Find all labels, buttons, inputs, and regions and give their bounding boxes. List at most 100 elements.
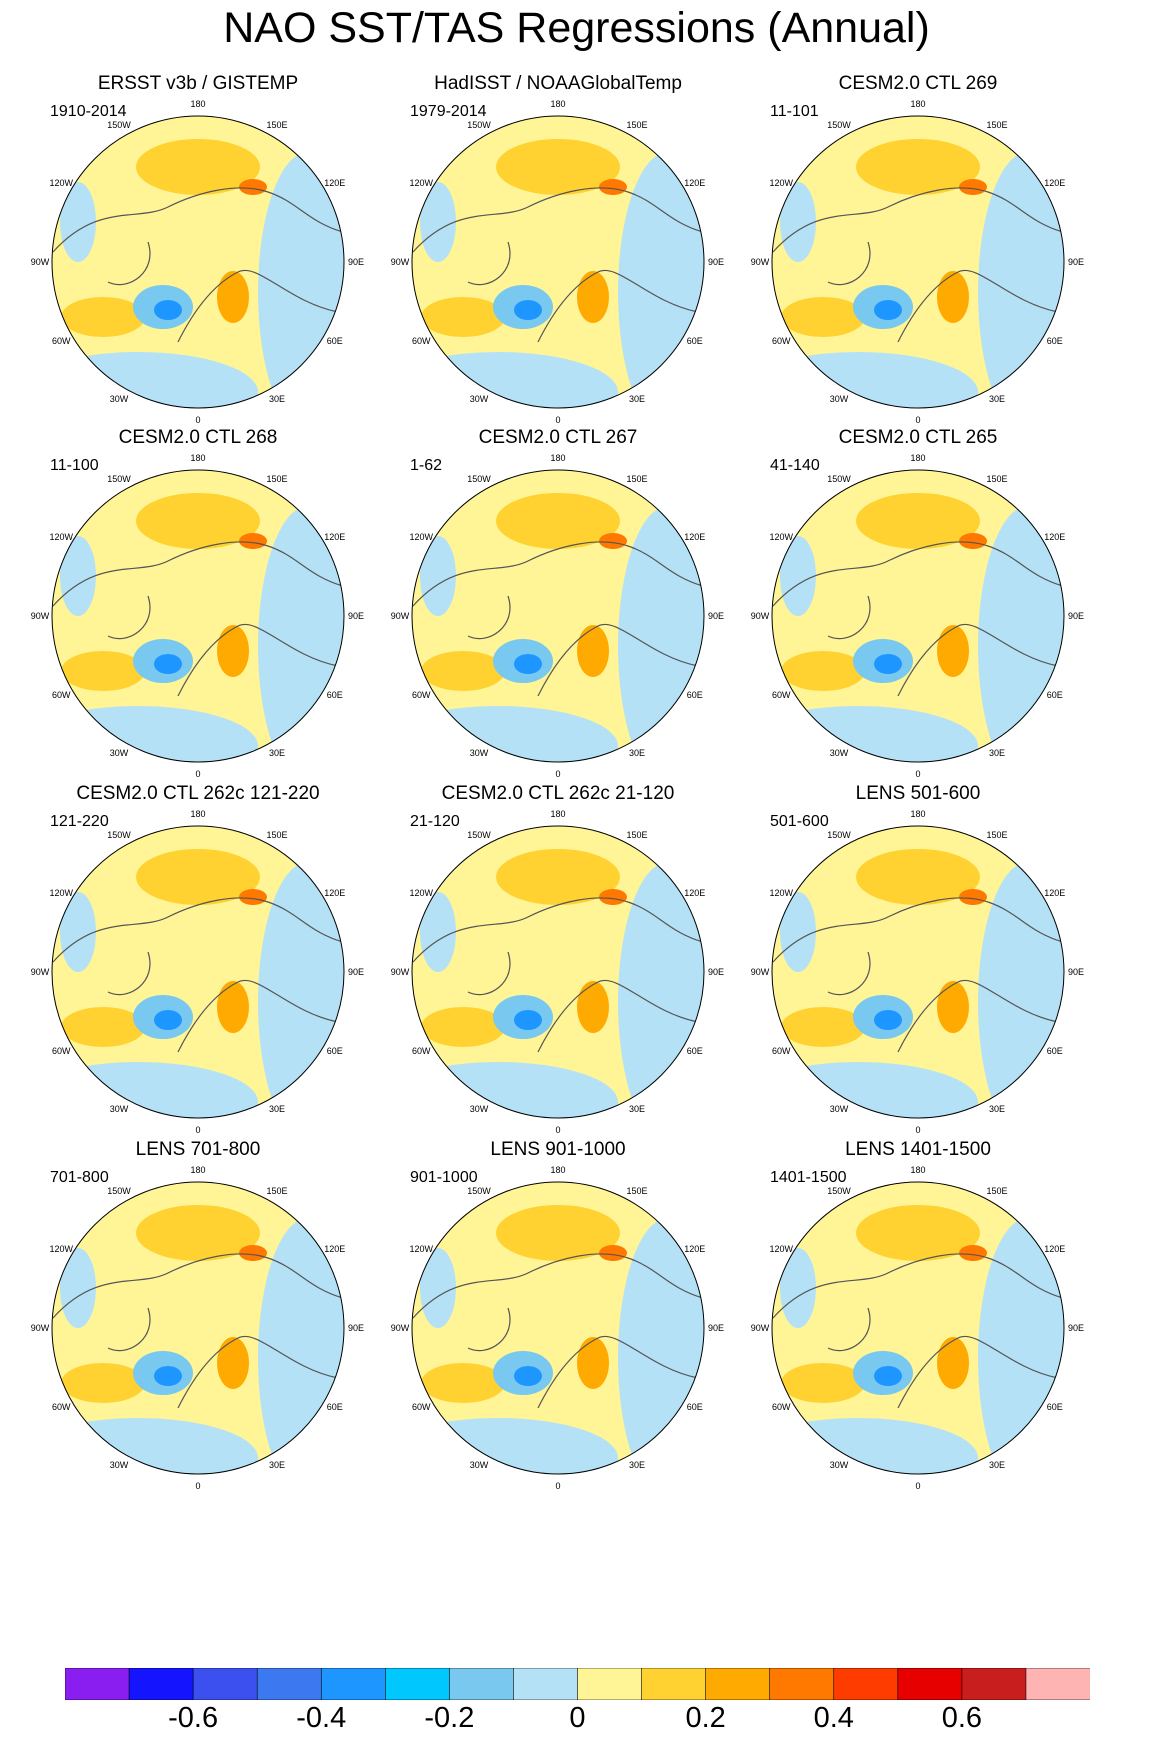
panel-period: 1-62 bbox=[410, 457, 443, 474]
longitude-label: 60E bbox=[1047, 1046, 1063, 1056]
colorbar-swatch bbox=[897, 1668, 963, 1700]
panel-period: 21-120 bbox=[410, 813, 460, 830]
longitude-label: 150W bbox=[107, 830, 131, 840]
anomaly-region bbox=[61, 297, 145, 337]
anomaly-region bbox=[856, 139, 980, 195]
longitude-label: 150E bbox=[626, 830, 647, 840]
longitude-label: 30E bbox=[629, 748, 645, 758]
anomaly-region bbox=[959, 889, 987, 905]
longitude-label: 0 bbox=[555, 769, 560, 779]
polar-map: 180 150E 120E 90E 60E 30E 0 30W 60W 90W 120W 150W bbox=[391, 1165, 724, 1491]
colorbar-swatch bbox=[577, 1668, 643, 1700]
anomaly-region bbox=[780, 1248, 816, 1328]
coastline bbox=[772, 897, 1064, 1053]
anomaly-region bbox=[239, 1245, 267, 1261]
longitude-label: 180 bbox=[550, 809, 565, 819]
map-border bbox=[411, 115, 705, 409]
longitude-label: 30E bbox=[989, 394, 1005, 404]
anomaly-region bbox=[937, 981, 969, 1033]
longitude-label: 120W bbox=[769, 1244, 793, 1254]
colorbar-swatch bbox=[320, 1668, 387, 1700]
longitude-label: 120W bbox=[409, 178, 433, 188]
longitude-label: 60W bbox=[52, 336, 71, 346]
anomaly-region bbox=[577, 271, 609, 323]
panel-period: 121-220 bbox=[50, 813, 109, 830]
longitude-label: 30W bbox=[470, 1460, 489, 1470]
anomaly-region bbox=[154, 300, 182, 320]
longitude-label: 120E bbox=[1044, 1244, 1065, 1254]
longitude-label: 60W bbox=[412, 336, 431, 346]
anomaly-region bbox=[61, 1363, 145, 1403]
anomaly-region bbox=[61, 1007, 145, 1047]
anomaly-region bbox=[599, 533, 627, 549]
longitude-label: 120W bbox=[49, 888, 73, 898]
longitude-label: 30E bbox=[269, 1460, 285, 1470]
panel-title: CESM2.0 CTL 262c 121-220 bbox=[76, 783, 320, 804]
longitude-label: 90E bbox=[1068, 257, 1084, 267]
coastline bbox=[772, 187, 1064, 343]
longitude-label: 120E bbox=[1044, 178, 1065, 188]
longitude-label: 150E bbox=[626, 120, 647, 130]
longitude-label: 60E bbox=[1047, 690, 1063, 700]
map-panel: 180 150E 120E 90E 60E 30E 0 30W 60W 90W 120W 150W ER… bbox=[18, 72, 378, 462]
anomaly-region bbox=[52, 352, 258, 408]
longitude-label: 30E bbox=[629, 394, 645, 404]
longitude-label: 30W bbox=[470, 748, 489, 758]
longitude-label: 150E bbox=[626, 1186, 647, 1196]
coastline bbox=[412, 897, 704, 1053]
longitude-label: 30W bbox=[470, 1104, 489, 1114]
longitude-label: 120E bbox=[324, 1244, 345, 1254]
polar-map: 180 150E 120E 90E 60E 30E 0 30W 60W 90W 120W 150W bbox=[391, 99, 724, 425]
anomaly-region bbox=[599, 889, 627, 905]
longitude-label: 90E bbox=[708, 257, 724, 267]
panel-title: CESM2.0 CTL 269 bbox=[838, 73, 998, 94]
panel-title: LENS 901-1000 bbox=[490, 1139, 626, 1160]
anomaly-region bbox=[239, 179, 267, 195]
panel-title: ERSST v3b / GISTEMP bbox=[97, 73, 299, 94]
colorbar-tick-label: 0 bbox=[569, 1702, 586, 1734]
coastline bbox=[52, 1253, 344, 1409]
anomaly-region bbox=[60, 182, 96, 262]
longitude-label: 60W bbox=[412, 690, 431, 700]
longitude-label: 120W bbox=[769, 888, 793, 898]
longitude-label: 90W bbox=[751, 967, 770, 977]
colorbar-swatch bbox=[449, 1668, 515, 1700]
longitude-label: 60W bbox=[772, 690, 791, 700]
longitude-label: 30W bbox=[110, 748, 129, 758]
longitude-label: 150W bbox=[107, 120, 131, 130]
longitude-label: 30E bbox=[989, 1460, 1005, 1470]
longitude-label: 120E bbox=[684, 178, 705, 188]
colorbar-tick-label: -0.6 bbox=[168, 1702, 219, 1734]
anomaly-region bbox=[937, 625, 969, 677]
longitude-label: 30W bbox=[110, 1104, 129, 1114]
anomaly-region bbox=[514, 1010, 542, 1030]
longitude-label: 120W bbox=[769, 532, 793, 542]
longitude-label: 60W bbox=[772, 1402, 791, 1412]
map-border bbox=[771, 825, 1065, 1119]
anomaly-region bbox=[781, 651, 865, 691]
longitude-label: 150E bbox=[986, 1186, 1007, 1196]
longitude-label: 120E bbox=[684, 532, 705, 542]
longitude-label: 120E bbox=[324, 178, 345, 188]
anomaly-region bbox=[421, 1363, 505, 1403]
colorbar-tick-label: 0.6 bbox=[941, 1702, 983, 1734]
panel-period: 11-100 bbox=[50, 457, 99, 474]
anomaly-region bbox=[856, 493, 980, 549]
longitude-label: 30E bbox=[989, 748, 1005, 758]
anomaly-region bbox=[937, 1337, 969, 1389]
longitude-label: 120W bbox=[409, 532, 433, 542]
colorbar-labels: -0.6 -0.4 -0.2 0 0.2 0.4 0.6 bbox=[0, 1700, 1153, 1740]
longitude-label: 0 bbox=[915, 1125, 920, 1135]
map-border bbox=[51, 115, 345, 409]
anomaly-region bbox=[772, 1418, 978, 1474]
longitude-label: 60E bbox=[687, 1402, 703, 1412]
longitude-label: 120E bbox=[684, 888, 705, 898]
longitude-label: 120E bbox=[1044, 532, 1065, 542]
panel-title: CESM2.0 CTL 268 bbox=[118, 427, 278, 448]
coastline bbox=[412, 541, 704, 697]
panel-period: 1401-1500 bbox=[770, 1169, 847, 1186]
anomaly-region bbox=[420, 892, 456, 972]
polar-map: 180 150E 120E 90E 60E 30E 0 30W 60W 90W 120W 150W bbox=[31, 809, 364, 1135]
map-panel: 180 150E 120E 90E 60E 30E 0 30W 60W 90W 120W 150W CE… bbox=[378, 782, 738, 1172]
map-border bbox=[51, 1181, 345, 1475]
